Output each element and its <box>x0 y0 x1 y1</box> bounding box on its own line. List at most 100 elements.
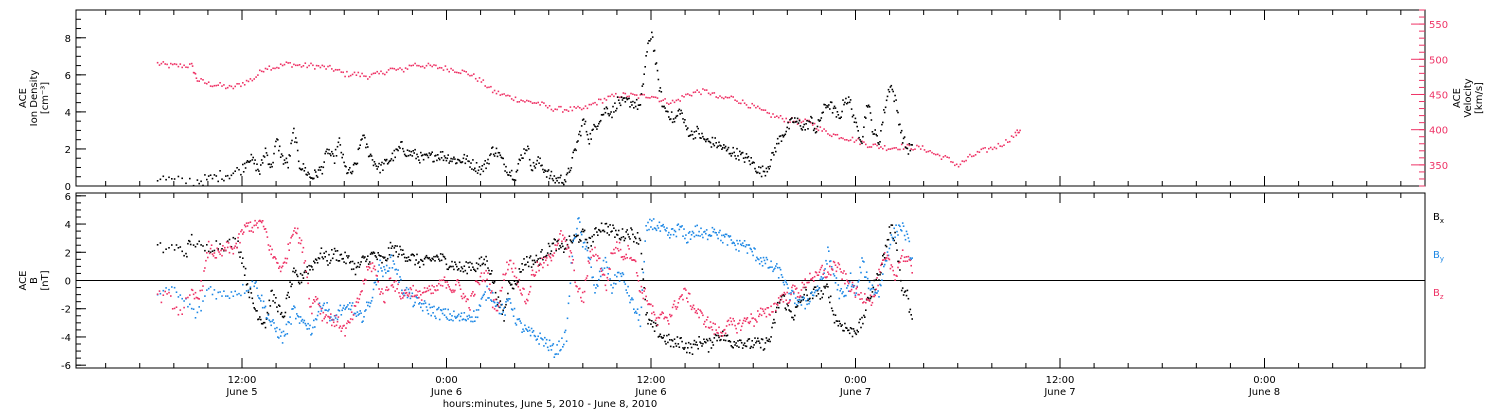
bz-series-point <box>240 230 242 233</box>
by-series-point <box>477 309 480 311</box>
velocity-series-point <box>202 79 204 81</box>
bx-series-point <box>646 312 648 314</box>
bz-series-point <box>516 282 519 285</box>
by-series-point <box>547 349 550 352</box>
velocity-series-point <box>692 91 695 94</box>
density-series-point <box>345 165 347 168</box>
bx-series-point <box>531 259 534 262</box>
by-series-point <box>618 280 621 282</box>
by-series-point <box>659 230 662 232</box>
by-series-point <box>733 242 735 244</box>
bz-series-point <box>620 256 623 258</box>
by-series-point <box>768 266 770 269</box>
by-series-point <box>505 301 507 303</box>
bz-series-point <box>388 277 391 280</box>
by-series-point <box>718 231 720 234</box>
bx-series-point <box>542 258 544 261</box>
by-series-point <box>562 346 564 348</box>
by-series-point <box>331 319 333 321</box>
by-series-point <box>897 234 899 236</box>
density-series-point <box>727 146 730 149</box>
bz-series-point <box>305 270 307 273</box>
by-series-point <box>559 349 561 352</box>
bz-series-point <box>558 238 560 241</box>
by-series-point <box>723 234 725 236</box>
bz-series-point <box>743 317 746 319</box>
by-series-point <box>648 228 650 231</box>
bx-series-point <box>872 286 875 289</box>
bz-series-point <box>847 282 850 285</box>
bz-series-point <box>876 277 878 279</box>
bz-series-point <box>417 290 419 293</box>
velocity-series-point <box>423 67 426 69</box>
bz-series-point <box>272 257 274 259</box>
density-series-point <box>600 114 603 116</box>
by-series-point <box>230 291 233 293</box>
velocity-series-point <box>762 109 765 111</box>
bx-series-point <box>481 263 484 266</box>
by-series-point <box>878 296 880 298</box>
by-series-point <box>771 266 773 268</box>
bx-series-point <box>480 256 483 258</box>
bz-series-point <box>692 304 695 307</box>
bz-series-point <box>612 252 614 255</box>
by-series-point <box>786 283 788 286</box>
density-series-point <box>200 180 202 183</box>
bx-series-point <box>263 321 266 324</box>
bx-series-point <box>211 250 214 252</box>
bz-series-point <box>798 296 801 298</box>
by-series-point <box>291 308 293 310</box>
density-series-point <box>252 156 254 159</box>
by-series-point <box>899 225 901 228</box>
density-series-point <box>651 31 653 34</box>
bz-series-point <box>288 249 290 251</box>
by-series-point <box>620 275 623 278</box>
bz-series-point <box>693 308 696 310</box>
bx-series-point <box>612 224 614 227</box>
density-series-point <box>294 141 296 143</box>
bz-series-point <box>247 222 250 224</box>
bz-series-point <box>728 323 731 326</box>
by-series-point <box>295 317 297 320</box>
bz-series-point <box>779 295 782 297</box>
by-series-point <box>714 231 716 234</box>
by-series-point <box>813 291 816 294</box>
bx-series-point <box>681 340 683 343</box>
bz-series-point <box>858 293 860 296</box>
bz-series-point <box>712 322 715 325</box>
density-series-point <box>741 151 744 154</box>
bx-series-point <box>702 342 704 345</box>
by-series-point <box>219 291 221 293</box>
bx-series-point <box>323 252 325 254</box>
by-series-point <box>286 333 289 335</box>
bz-series-point <box>831 269 834 271</box>
bz-series-point <box>832 260 835 263</box>
bz-series-point <box>300 239 303 242</box>
density-series-point <box>883 109 885 111</box>
velocity-series-point <box>974 154 977 156</box>
by-series-point <box>412 305 414 308</box>
by-series-point <box>364 310 366 312</box>
density-series-point <box>337 141 340 144</box>
by-series-point <box>900 230 903 232</box>
density-series-point <box>797 122 800 124</box>
bx-series-point <box>563 251 565 253</box>
velocity-series-point <box>866 146 869 149</box>
velocity-series-point <box>285 61 288 63</box>
density-series-point <box>829 101 832 103</box>
density-series-point <box>492 153 495 156</box>
bz-series-point <box>443 276 446 278</box>
velocity-series-point <box>728 96 731 99</box>
velocity-series-point <box>378 72 380 75</box>
density-series-point <box>189 177 191 180</box>
by-series-point <box>454 315 456 318</box>
by-series-point <box>590 266 592 268</box>
bz-series-point <box>622 258 625 261</box>
density-series-point <box>461 161 464 163</box>
velocity-series-point <box>272 67 274 70</box>
by-series-point <box>892 239 894 241</box>
bx-series-point <box>576 235 578 237</box>
bz-series-point <box>385 289 387 291</box>
velocity-series-point <box>1008 140 1011 143</box>
by-series-point <box>716 234 718 236</box>
